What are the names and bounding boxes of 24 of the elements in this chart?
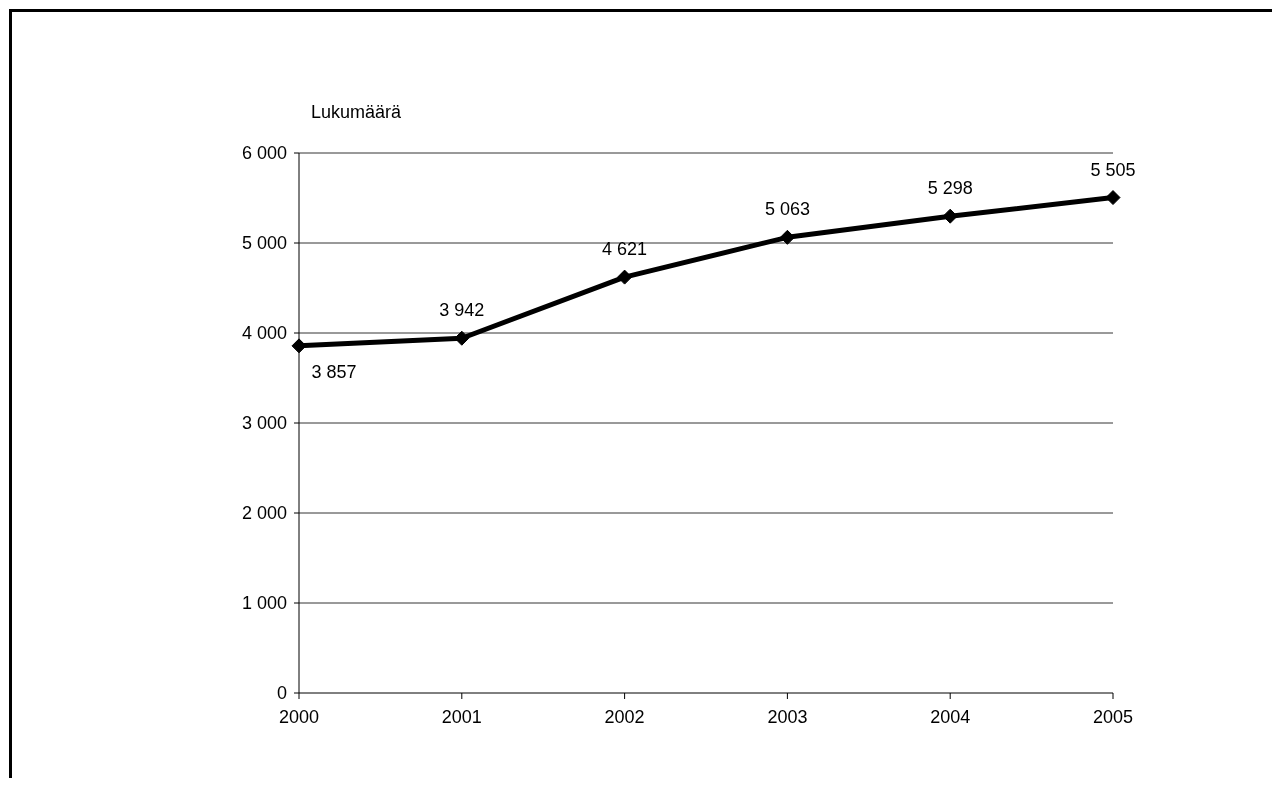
x-tick-label: 2000 xyxy=(278,707,320,727)
text: 5 298 xyxy=(927,178,973,199)
text: 3 942 xyxy=(439,300,485,321)
point xyxy=(779,229,795,245)
point xyxy=(942,208,958,224)
y-tick-label: 2 000 xyxy=(241,503,287,524)
y-tick-label: 0 xyxy=(276,683,287,704)
text: 4 621 xyxy=(602,239,648,260)
point xyxy=(1105,190,1121,206)
point xyxy=(617,269,633,285)
x-tick-label: 2001 xyxy=(441,707,482,727)
x-tick-label: 2004 xyxy=(930,707,971,727)
y-tick-label: 4 000 xyxy=(241,323,287,344)
x-tick-label: 2003 xyxy=(767,707,808,727)
text: 5 063 xyxy=(764,199,810,220)
x-tick-label: 2005 xyxy=(1092,707,1134,727)
y-tick-label: 3 000 xyxy=(241,413,287,434)
x-tick-label: 2002 xyxy=(604,707,645,727)
y-tick-label: 1 000 xyxy=(241,593,287,614)
y-tick-label: 5 000 xyxy=(241,233,287,254)
text: 5 505 xyxy=(1090,159,1136,180)
y-axis-title: Lukumäärä xyxy=(311,102,403,122)
text: 3 857 xyxy=(311,361,357,382)
y-tick-label: 6 000 xyxy=(241,143,287,164)
